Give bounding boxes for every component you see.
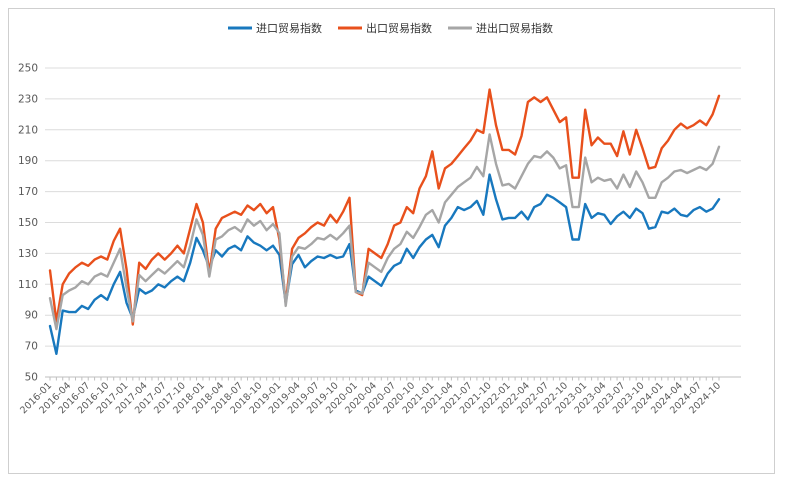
- y-tick-label: 50: [25, 372, 38, 384]
- legend-item-import: 进口贸易指数: [228, 21, 322, 35]
- legend: 进口贸易指数 出口贸易指数 进出口贸易指数: [228, 21, 553, 35]
- x-axis: [45, 376, 741, 381]
- legend-item-export: 出口贸易指数: [338, 21, 432, 35]
- y-tick-label: 130: [18, 248, 38, 260]
- y-axis-labels: 50 70 90 110 130 150 170 190 210 230 250: [18, 63, 38, 384]
- y-tick-label: 190: [18, 155, 38, 167]
- legend-label-total: 进出口贸易指数: [476, 21, 553, 35]
- chart-frame: [8, 8, 775, 474]
- gridlines: [45, 67, 741, 347]
- y-tick-label: 70: [25, 341, 38, 353]
- legend-label-export: 出口贸易指数: [366, 21, 432, 35]
- y-tick-label: 230: [18, 93, 38, 105]
- series-line-import: [48, 173, 721, 355]
- y-tick-label: 150: [18, 217, 38, 229]
- y-tick-label: 110: [18, 279, 38, 291]
- y-tick-label: 90: [25, 310, 38, 322]
- y-tick-label: 210: [18, 124, 38, 136]
- series-line-total: [48, 133, 721, 331]
- y-tick-label: 250: [18, 63, 38, 75]
- legend-item-total: 进出口贸易指数: [448, 21, 553, 35]
- x-axis-labels: 2016-012016-042016-072016-102017-012017-…: [18, 380, 723, 416]
- series-line-export: [48, 88, 721, 326]
- y-tick-label: 170: [18, 186, 38, 198]
- legend-label-import: 进口贸易指数: [256, 21, 322, 35]
